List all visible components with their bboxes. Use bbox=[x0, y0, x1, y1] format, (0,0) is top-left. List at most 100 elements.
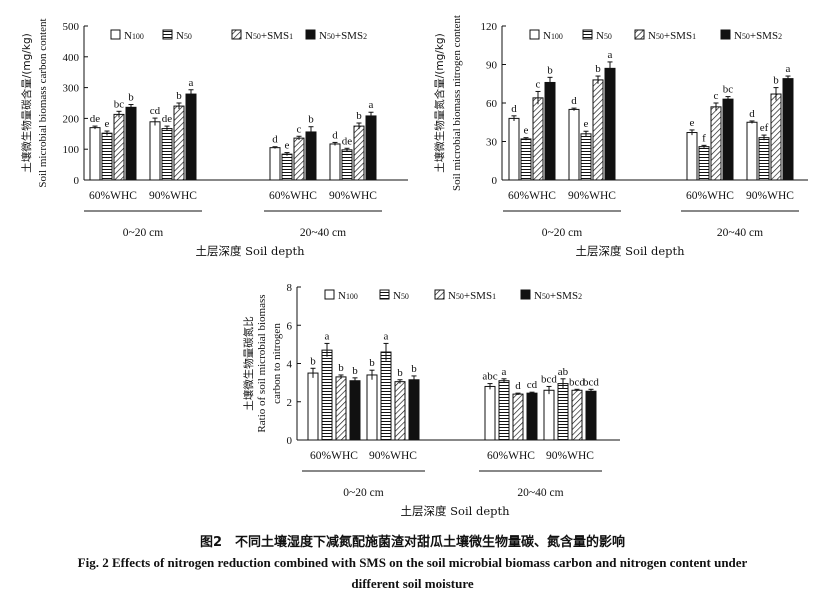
bar-n50 bbox=[161, 128, 173, 181]
significance-letter: b bbox=[308, 114, 314, 126]
chart-microbial-biomass-nitrogen: 0 30 60 90 120 土壤微生物量氮含量/(mg/kg) Soil microbia… bbox=[433, 15, 808, 258]
moisture-label: 60%WHC bbox=[89, 190, 137, 202]
legend-swatch-n50-sms1 bbox=[634, 29, 645, 40]
bar-n50 bbox=[101, 132, 113, 181]
depth-label: 20~40 cm bbox=[300, 227, 346, 239]
significance-letter: a bbox=[369, 99, 374, 111]
y-axis-title: 土壤微生物量氮含量/(mg/kg) bbox=[433, 33, 446, 172]
x-axis-title: 土层深度 Soil depth bbox=[575, 244, 685, 258]
significance-letter: c bbox=[536, 78, 541, 90]
significance-letter: a bbox=[189, 77, 194, 89]
legend-label-n50: N50 bbox=[596, 30, 612, 42]
depth-label: 0~20 cm bbox=[123, 227, 163, 239]
y-axis-title: 土壤微生物量碳含量/(mg/kg) bbox=[20, 33, 33, 172]
x-axis-title: 土层深度 Soil depth bbox=[400, 504, 510, 518]
significance-letter: de bbox=[342, 135, 353, 147]
significance-letter: e bbox=[584, 118, 589, 130]
significance-letter: b bbox=[547, 64, 553, 76]
y-axis-title: 土壤微生物量碳氮比 bbox=[242, 316, 255, 411]
y-axis-title: Ratio of soil microbial biomass bbox=[256, 294, 268, 432]
significance-letter: c bbox=[714, 90, 719, 102]
significance-letter: b bbox=[338, 362, 344, 374]
bar-n50-sms1 bbox=[592, 79, 604, 181]
significance-letter: de bbox=[90, 113, 101, 125]
bar-n100 bbox=[269, 147, 281, 181]
y-axis-title: carbon to nitrogen bbox=[271, 323, 283, 404]
bar-n50-sms1 bbox=[293, 137, 305, 181]
significance-letter: abc bbox=[482, 371, 497, 383]
y-tick-label: 100 bbox=[63, 144, 80, 156]
bar-n50 bbox=[281, 153, 293, 181]
bar-n50-sms1 bbox=[335, 376, 347, 441]
depth-label: 0~20 cm bbox=[542, 227, 582, 239]
legend-label-n50-sms1: N50+SMS1 bbox=[245, 30, 293, 42]
bar-n50-sms2 bbox=[544, 81, 556, 181]
bar-n100 bbox=[508, 117, 520, 181]
legend-swatch-n100 bbox=[529, 29, 540, 40]
significance-letter: b bbox=[595, 63, 601, 75]
y-axis-title: Soil microbial biomass nitrogen content bbox=[451, 15, 463, 191]
significance-letter: bc bbox=[114, 98, 125, 110]
significance-letter: a bbox=[786, 63, 791, 75]
bar-n100 bbox=[89, 127, 101, 181]
bar-n50-sms2 bbox=[125, 106, 137, 181]
moisture-label: 90%WHC bbox=[546, 450, 594, 462]
bar-n50-sms1 bbox=[173, 105, 185, 181]
y-axis-title: Soil microbial biomass carbon content bbox=[37, 18, 49, 187]
bar-n50 bbox=[698, 146, 710, 181]
bar-n100 bbox=[149, 121, 161, 181]
legend-swatch-n50 bbox=[162, 29, 173, 40]
legend-label-n50: N50 bbox=[393, 290, 409, 302]
y-tick-label: 300 bbox=[63, 83, 80, 95]
bar-n50-sms1 bbox=[394, 381, 406, 441]
significance-letter: cd bbox=[150, 105, 161, 117]
bar-n50-sms2 bbox=[349, 380, 361, 441]
bar-n50 bbox=[321, 349, 333, 441]
significance-letter: b bbox=[352, 365, 358, 377]
bar-n50-sms1 bbox=[353, 125, 365, 181]
significance-letter: bcd bbox=[541, 373, 557, 385]
y-tick-label: 0 bbox=[492, 175, 498, 187]
significance-letter: d bbox=[515, 380, 521, 392]
significance-letter: c bbox=[297, 123, 302, 135]
legend-swatch-n50 bbox=[582, 29, 593, 40]
bar-n100 bbox=[568, 108, 580, 181]
moisture-label: 90%WHC bbox=[329, 190, 377, 202]
significance-letter: e bbox=[524, 125, 529, 137]
chart-microbial-biomass-carbon: 0 100 200 300 400 500 土壤微生物量碳含量/(mg/kg) Soil mi… bbox=[20, 18, 408, 258]
y-tick-label: 4 bbox=[287, 359, 293, 371]
y-tick-label: 8 bbox=[287, 282, 293, 294]
significance-letter: b bbox=[176, 90, 182, 102]
significance-letter: e bbox=[285, 140, 290, 152]
significance-letter: a bbox=[384, 330, 389, 342]
bar-n50-sms1 bbox=[770, 93, 782, 181]
legend-swatch-n50-sms2 bbox=[305, 29, 316, 40]
depth-label: 20~40 cm bbox=[517, 487, 563, 499]
moisture-label: 60%WHC bbox=[508, 190, 556, 202]
bar-n50-sms1 bbox=[710, 106, 722, 181]
bar-n50 bbox=[758, 137, 770, 181]
significance-letter: b bbox=[369, 357, 375, 369]
y-tick-label: 90 bbox=[486, 60, 498, 72]
significance-letter: b bbox=[356, 110, 362, 122]
significance-letter: bcd bbox=[583, 376, 599, 388]
significance-letter: bcd bbox=[569, 376, 585, 388]
moisture-label: 90%WHC bbox=[746, 190, 794, 202]
significance-letter: cd bbox=[527, 379, 538, 391]
significance-letter: e bbox=[690, 117, 695, 129]
bar-n50-sms2 bbox=[185, 93, 197, 181]
y-tick-label: 500 bbox=[63, 21, 80, 33]
moisture-label: 60%WHC bbox=[487, 450, 535, 462]
bar-n50 bbox=[498, 380, 510, 441]
figure-caption-english: Fig. 2 Effects of nitrogen reduction com… bbox=[77, 555, 748, 570]
figure-caption-english-line2: different soil moisture bbox=[351, 576, 474, 591]
significance-letter: f bbox=[702, 132, 706, 144]
significance-letter: a bbox=[502, 366, 507, 378]
significance-letter: d bbox=[511, 103, 517, 115]
legend-label-n100: N100 bbox=[543, 30, 563, 42]
bar-n50-sms2 bbox=[604, 67, 616, 181]
y-tick-label: 120 bbox=[481, 21, 498, 33]
legend-swatch-n50-sms2 bbox=[720, 29, 731, 40]
bar-n50 bbox=[580, 133, 592, 181]
